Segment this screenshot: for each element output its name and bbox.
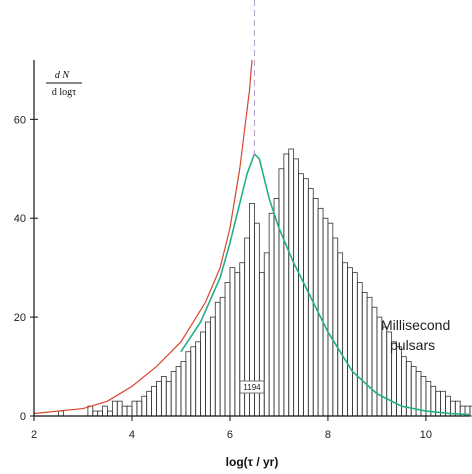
histogram-bar <box>156 380 162 417</box>
x-tick-label: 2 <box>31 429 37 441</box>
histogram-bar <box>361 291 368 417</box>
histogram-bar <box>200 331 206 417</box>
histogram-bar <box>371 306 378 417</box>
histogram-bar <box>165 380 172 417</box>
histogram-bar <box>146 390 152 417</box>
count-label: 1194 <box>243 383 261 392</box>
x-tick-label: 8 <box>325 429 331 441</box>
x-tick-label: 6 <box>227 429 233 441</box>
histogram-bar <box>141 395 148 417</box>
x-tick-label: 10 <box>420 429 432 441</box>
histogram-bar <box>151 385 157 417</box>
histogram-bar <box>170 371 177 417</box>
y-tick-label: 60 <box>14 114 26 126</box>
histogram-bar <box>131 400 138 417</box>
y-ticks: 0 20 40 60 <box>14 114 38 423</box>
count-box <box>239 380 265 394</box>
histogram-bar <box>58 410 64 417</box>
histogram-bar <box>234 272 241 417</box>
histogram-bar <box>342 262 348 417</box>
annotation-millisecond: Millisecond <box>381 317 450 333</box>
x-tick-label: 4 <box>129 429 135 441</box>
histogram-bar <box>219 296 226 417</box>
histogram-bars <box>58 148 472 417</box>
y-label-numerator: d N <box>55 70 71 81</box>
histogram-bar <box>298 173 304 417</box>
histogram-bar <box>366 296 373 417</box>
histogram-bar <box>268 212 275 417</box>
histogram-bar <box>87 405 94 417</box>
histogram-bar <box>258 272 265 417</box>
histogram-bar <box>229 267 236 417</box>
annotation-pulsars: pulsars <box>390 337 435 353</box>
histogram-bar <box>322 217 329 417</box>
histogram-bar <box>347 267 353 417</box>
red-model-curve <box>33 59 253 415</box>
histogram-bar <box>102 405 108 417</box>
histogram-bar <box>111 400 118 417</box>
histogram-bar <box>283 153 290 417</box>
y-label-denominator: d logτ <box>52 87 76 98</box>
histogram-bar <box>185 351 192 417</box>
histogram-bar <box>332 237 339 417</box>
histogram-bar <box>214 301 221 417</box>
histogram-bar <box>92 410 99 417</box>
y-tick-label: 20 <box>14 312 26 324</box>
histogram-bar <box>352 272 358 417</box>
histogram-bar <box>337 252 344 417</box>
histogram-bar <box>273 198 280 417</box>
model-curves <box>33 59 471 416</box>
histogram-bar <box>97 410 103 417</box>
histogram-bar <box>175 366 182 417</box>
y-tick-label: 0 <box>20 411 26 423</box>
histogram-bar <box>381 326 388 417</box>
histogram-bar <box>263 252 270 417</box>
x-ticks: 2 4 6 8 10 <box>31 416 432 441</box>
x-axis-title: log(τ / yr) <box>226 455 279 469</box>
histogram-bar <box>327 222 334 417</box>
histogram-bar <box>107 410 113 417</box>
histogram-bar <box>160 376 167 417</box>
histogram-bar <box>288 148 295 417</box>
green-model-curve <box>180 152 471 416</box>
histogram-bar <box>205 321 211 417</box>
histogram-bar <box>278 168 285 417</box>
histogram-bar <box>180 361 187 417</box>
histogram-bar <box>293 158 299 417</box>
histogram-bar <box>224 282 231 417</box>
histogram-bar <box>209 316 216 417</box>
histogram-bar <box>356 282 363 417</box>
y-tick-label: 40 <box>14 213 26 225</box>
histogram-bar <box>469 405 472 417</box>
histogram-bar <box>116 400 123 417</box>
histogram-bar <box>195 341 201 417</box>
histogram-bar <box>136 400 143 417</box>
histogram-bar <box>303 178 309 417</box>
histogram-bar <box>190 346 197 417</box>
histogram-bar <box>121 405 128 417</box>
histogram-bar <box>126 405 133 417</box>
